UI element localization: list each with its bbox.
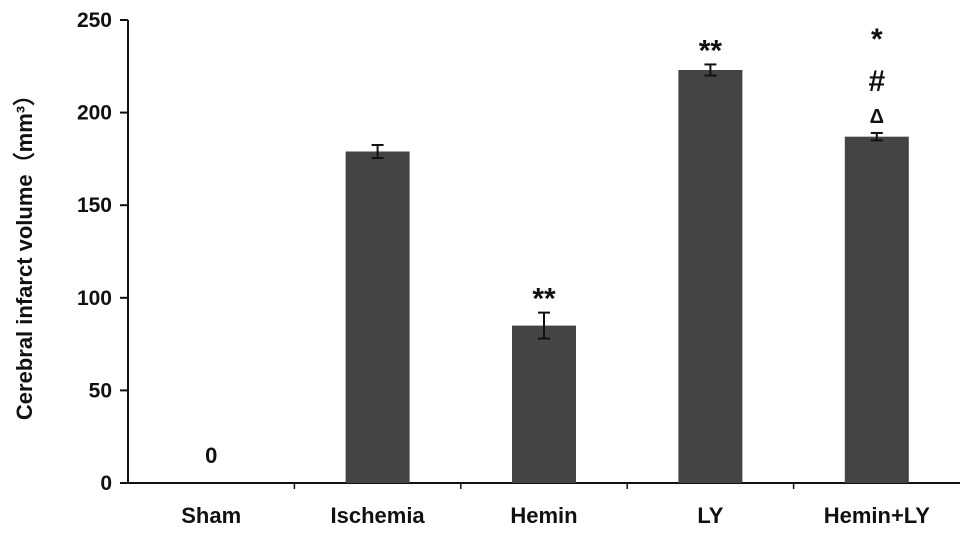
error-bars <box>371 63 883 340</box>
error-bar <box>704 63 717 77</box>
x-tick-label: Hemin+LY <box>824 503 931 528</box>
y-tick-label: 150 <box>77 194 112 217</box>
significance-annotations: 0 ** ** Δ # * <box>205 23 885 468</box>
y-tick-label: 250 <box>77 9 112 32</box>
significance-marker: ** <box>699 34 723 67</box>
y-axis-ticks: 0 50 100 150 200 250 <box>77 9 128 495</box>
x-tick-label: Hemin <box>510 503 577 528</box>
significance-marker: ** <box>532 283 556 316</box>
significance-marker: # <box>868 65 885 98</box>
y-tick-label: 100 <box>77 287 112 310</box>
x-tick-label: Sham <box>181 503 241 528</box>
bar-ly <box>678 70 743 483</box>
data-label: 0 <box>205 443 217 468</box>
x-tick-label: Ischemia <box>331 503 426 528</box>
error-bar <box>870 131 883 142</box>
y-tick-label: 200 <box>77 102 112 125</box>
x-axis-labels: Sham Ischemia Hemin LY Hemin+LY <box>181 503 930 528</box>
significance-marker: Δ <box>870 106 884 128</box>
x-tick-label: LY <box>697 503 723 528</box>
error-bar <box>371 144 384 159</box>
bar-hemin-ly <box>844 136 909 483</box>
y-tick-label: 0 <box>100 472 112 495</box>
bar-ischemia <box>345 151 410 483</box>
y-axis-title: Cerebral infarct volume（mm³） <box>12 84 37 420</box>
y-tick-label: 50 <box>89 379 112 402</box>
bars <box>345 70 909 483</box>
error-bar <box>538 311 550 340</box>
significance-marker: * <box>871 23 883 56</box>
bar-hemin <box>512 325 576 483</box>
